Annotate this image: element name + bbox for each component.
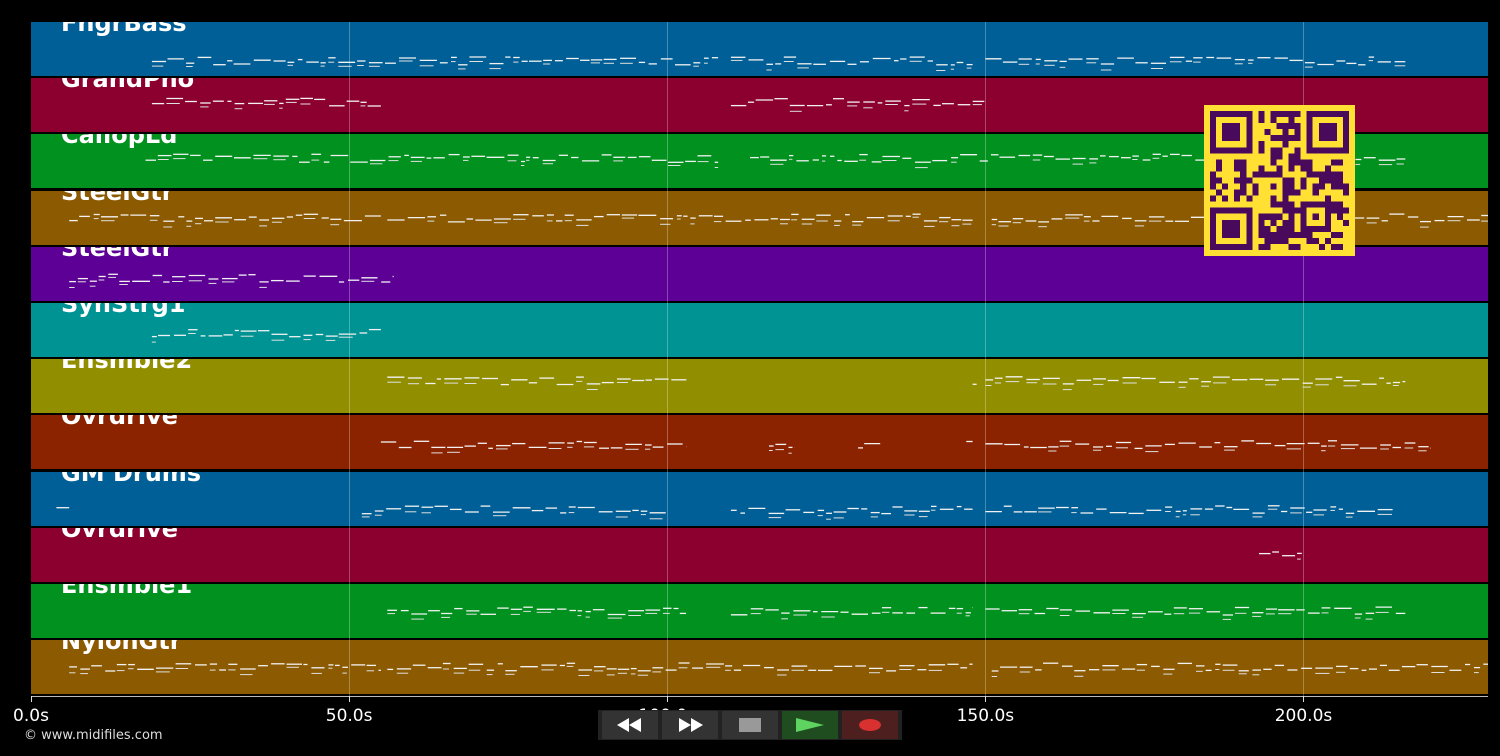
track-name: GrandPno: [61, 78, 195, 94]
axis-tick: [667, 696, 669, 702]
axis-tick-label: 50.0s: [325, 706, 373, 726]
track-lane: SynStrg1: [31, 303, 1488, 357]
note-strip: [69, 662, 1488, 678]
track-lane: NylonGtr: [31, 640, 1488, 695]
note-strip: [387, 606, 1406, 620]
track-lane: Ovrdrive: [31, 415, 1488, 470]
note-strip: [69, 213, 1488, 228]
qr-code: [1204, 105, 1355, 256]
track-lane: Ovrdrive: [31, 527, 1488, 582]
rewind-icon: [617, 718, 641, 732]
track-lane: GM Drums: [31, 471, 1488, 526]
track-name: SteelGtr: [61, 246, 174, 262]
fast-forward-button[interactable]: [662, 711, 718, 739]
track-name: FngrBass: [61, 22, 187, 37]
note-strip: [387, 376, 1406, 391]
track-name: CaliopLd: [61, 134, 178, 150]
track-name: SynStrg1: [61, 303, 186, 318]
axis-tick-label: 150.0s: [956, 706, 1015, 726]
stop-icon: [739, 718, 761, 732]
track-name: Ovrdrive: [61, 527, 179, 543]
copyright-notice: © www.midifiles.com: [24, 728, 163, 743]
track-lane: Ensmble2: [31, 359, 1488, 414]
rewind-button[interactable]: [602, 711, 658, 739]
stop-button[interactable]: [722, 711, 778, 739]
time-axis-line: [31, 696, 1488, 697]
play-icon: [796, 718, 824, 732]
axis-tick: [349, 696, 351, 702]
record-icon: [859, 719, 881, 731]
note-strip: [151, 56, 1406, 71]
axis-tick: [985, 696, 987, 702]
note-strip: [69, 273, 394, 288]
track-name: Ensmble1: [61, 584, 193, 599]
note-strip: [151, 97, 985, 112]
fast-forward-icon: [679, 718, 703, 732]
record-button[interactable]: [842, 711, 898, 739]
track-lane: FngrBass: [31, 22, 1488, 76]
track-name: GM Drums: [61, 471, 202, 487]
track-name: SteelGtr: [61, 190, 174, 206]
axis-tick-label: 0.0s: [13, 706, 49, 726]
track-lane: Ensmble1: [31, 584, 1488, 638]
note-strip: [56, 504, 1393, 520]
track-name: Ovrdrive: [61, 415, 179, 431]
axis-tick-label: 200.0s: [1274, 706, 1333, 726]
track-name: Ensmble2: [61, 359, 193, 375]
note-strip: [1259, 551, 1304, 560]
transport-controls: [598, 710, 902, 740]
axis-tick: [1303, 696, 1305, 702]
axis-tick: [31, 696, 32, 702]
note-strip: [151, 328, 381, 343]
play-button[interactable]: [782, 711, 838, 739]
note-strip: [380, 440, 1431, 455]
track-name: NylonGtr: [61, 640, 182, 656]
